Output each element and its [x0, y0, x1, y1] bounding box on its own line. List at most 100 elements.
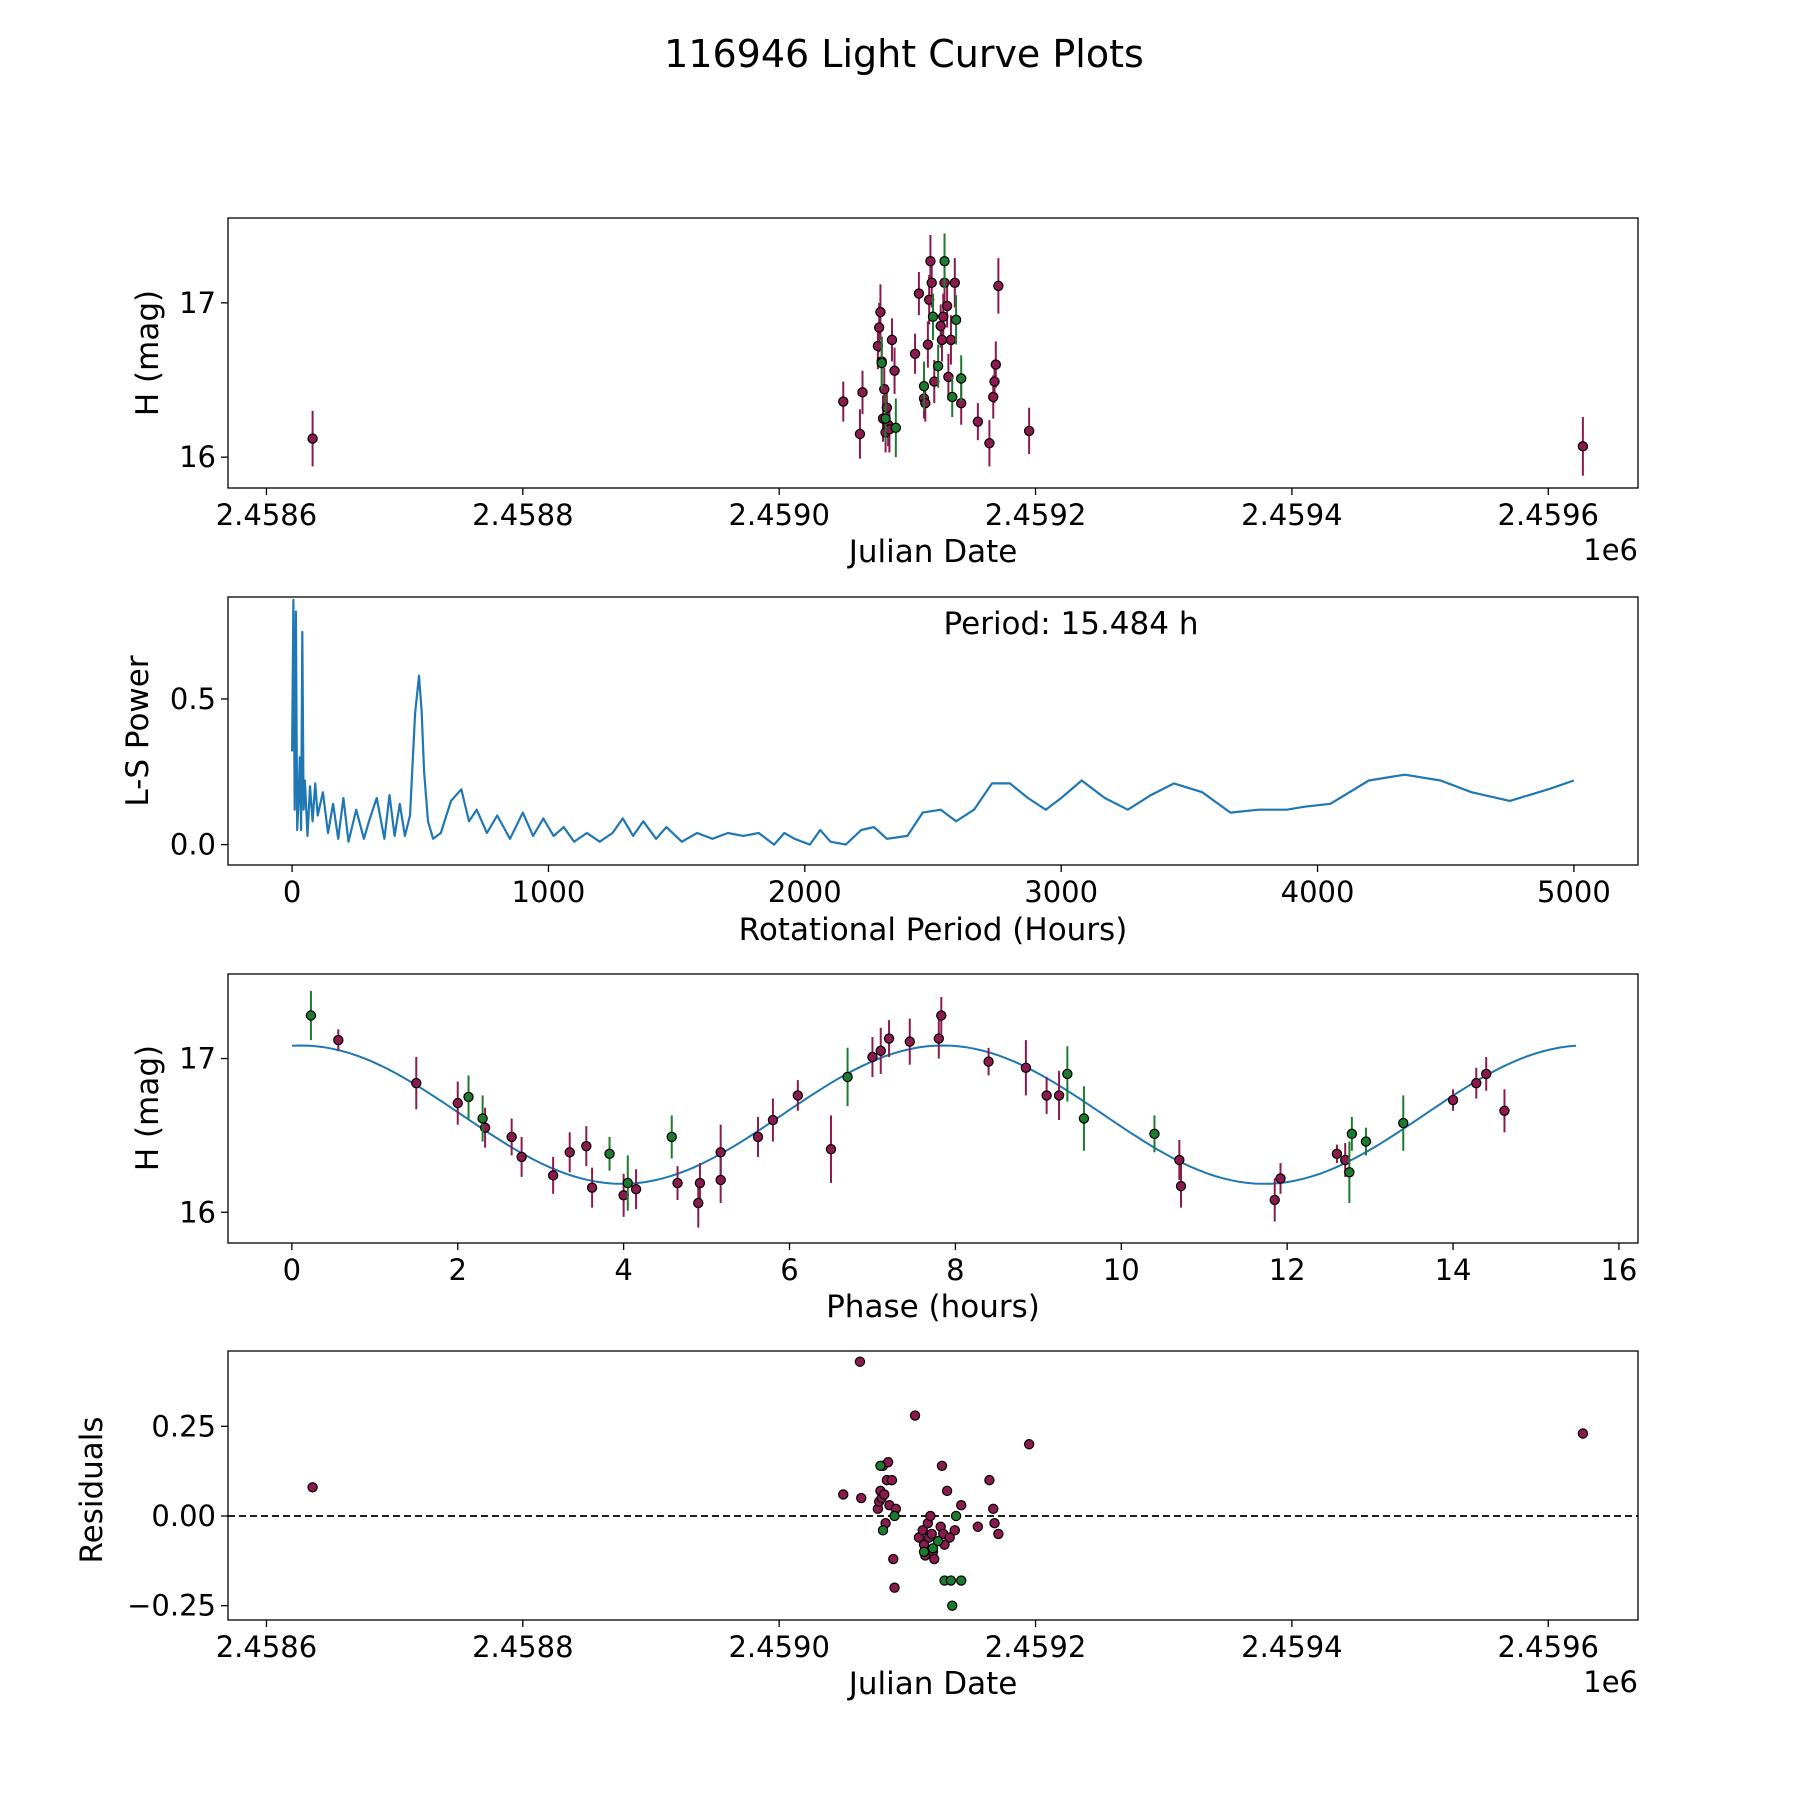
phased-red-point	[933, 1033, 945, 1044]
phased-green-point	[842, 1071, 853, 1083]
phased-red-point	[1175, 1180, 1187, 1192]
phased-green-point	[1344, 1167, 1355, 1178]
phased-x-tick-label: 12	[1269, 1253, 1306, 1287]
lightcurve-green-point	[880, 413, 891, 424]
lightcurve-red-point	[875, 306, 886, 318]
phased-red-point	[630, 1183, 642, 1195]
lightcurve-red-point	[988, 391, 999, 403]
lightcurve-red-point	[989, 376, 1000, 387]
lightcurve-y-tick-label: 16	[179, 440, 216, 474]
residuals-green-point	[877, 1525, 889, 1536]
light-curve-panel: 2.4586 2.4588 2.4590 2.4592 2.4594 2.4596 16 17…	[130, 217, 1639, 570]
lightcurve-green-point	[947, 391, 958, 403]
periodogram-y-label: L-S Power	[120, 655, 156, 806]
phased-red-point	[936, 1010, 947, 1021]
residuals-red-point	[956, 1500, 967, 1511]
periodogram-x-tick-label: 1000	[512, 875, 586, 909]
lightcurve-y-tick-label: 17	[179, 286, 216, 320]
phased-y-label: H (mag)	[130, 1045, 166, 1171]
periodogram-x-tick-label: 4000	[1281, 875, 1355, 909]
residuals-red-point	[925, 1510, 936, 1522]
residuals-red-point	[838, 1489, 849, 1500]
phased-red-point	[547, 1170, 559, 1181]
residuals-green-point	[945, 1575, 957, 1586]
lightcurve-red-point	[972, 416, 984, 427]
phased-x-tick-label: 0	[283, 1253, 301, 1287]
phased-red-point	[983, 1056, 994, 1067]
residuals-red-point	[1577, 1428, 1589, 1439]
periodogram-x-tick-label: 0	[283, 875, 301, 909]
residuals-x-label: Julian Date	[847, 1666, 1018, 1702]
phased-red-point	[1481, 1068, 1492, 1080]
phased-red-point	[564, 1147, 575, 1158]
lightcurve-green-point	[932, 360, 944, 372]
lightcurve-red-point	[873, 322, 885, 333]
lightcurve-red-point	[881, 402, 893, 413]
phased-red-point	[883, 1033, 895, 1044]
lightcurve-red-point	[307, 433, 318, 444]
phased-red-point	[1041, 1090, 1052, 1101]
phased-green-point	[666, 1131, 677, 1143]
periodogram-frame	[227, 596, 1639, 866]
phased-green-point	[604, 1148, 615, 1160]
residuals-panel: 2.4586 2.4588 2.4590 2.4592 2.4594 2.4596 0.25…	[74, 1350, 1639, 1702]
residuals-green-point	[875, 1460, 886, 1471]
residuals-green-point	[932, 1535, 944, 1547]
lightcurve-x-tick-label: 2.4592	[985, 498, 1086, 532]
residuals-red-point	[856, 1492, 867, 1504]
residuals-green-point	[889, 1510, 900, 1522]
lightcurve-red-point	[886, 334, 898, 346]
phased-y-tick-label: 16	[179, 1195, 216, 1229]
residuals-green-point	[950, 1510, 962, 1522]
phased-red-point	[792, 1090, 804, 1101]
residuals-x-tick-label: 2.4594	[1241, 1630, 1342, 1664]
phased-green-point	[1360, 1136, 1372, 1147]
phased-green-point	[622, 1177, 633, 1189]
phased-green-point	[305, 1010, 317, 1021]
phased-red-point	[1471, 1077, 1482, 1089]
lightcurve-red-point	[922, 339, 934, 350]
lightcurve-red-point	[913, 288, 925, 299]
lightcurve-red-point	[920, 397, 931, 409]
lightcurve-red-point	[926, 277, 937, 288]
periodogram-x-label: Rotational Period (Hours)	[739, 912, 1128, 948]
lightcurve-red-point	[857, 387, 868, 398]
phased-red-point	[586, 1182, 598, 1193]
residuals-red-point	[949, 1525, 960, 1536]
phased-x-tick-label: 10	[1103, 1253, 1140, 1287]
phased-red-point	[672, 1177, 683, 1189]
periodogram-line	[291, 598, 1575, 846]
lightcurve-data-group	[307, 233, 1589, 476]
phased-green-point	[1149, 1128, 1160, 1140]
phased-x-tick-label: 16	[1600, 1253, 1637, 1287]
lightcurve-x-tick-label: 2.4586	[216, 498, 317, 532]
phased-red-point	[581, 1140, 592, 1152]
residuals-red-point	[307, 1482, 318, 1493]
phased-x-tick-label: 4	[614, 1253, 632, 1287]
lightcurve-green-point	[950, 314, 962, 326]
phased-red-point	[904, 1036, 915, 1047]
phased-data-group	[291, 990, 1577, 1228]
lightcurve-red-point	[945, 334, 957, 346]
residuals-y-tick-label: 0.25	[151, 1409, 216, 1443]
lightcurve-green-point	[918, 380, 930, 392]
residuals-x-tick-label: 2.4596	[1498, 1630, 1599, 1664]
residuals-red-point	[1023, 1439, 1035, 1450]
periodogram-x-tick-label: 3000	[1024, 875, 1098, 909]
lightcurve-green-point	[890, 422, 902, 434]
lightcurve-x-tick-label: 2.4588	[472, 498, 573, 532]
phased-x-label: Phase (hours)	[826, 1289, 1040, 1325]
lightcurve-x-tick-label: 2.4590	[728, 498, 829, 532]
phased-red-point	[1499, 1105, 1510, 1117]
residuals-red-point	[926, 1528, 937, 1540]
model-fit-curve	[291, 1044, 1577, 1185]
phased-x-tick-label: 6	[780, 1253, 798, 1287]
lightcurve-red-point	[938, 311, 949, 322]
phased-red-point	[1447, 1094, 1459, 1106]
phased-x-tick-label: 8	[946, 1253, 964, 1287]
lightcurve-green-point	[927, 311, 939, 322]
phased-green-point	[1078, 1113, 1090, 1124]
phased-red-point	[1053, 1090, 1065, 1101]
phased-x-tick-label: 14	[1435, 1253, 1472, 1287]
residuals-y-tick-label: 0.00	[151, 1499, 216, 1533]
